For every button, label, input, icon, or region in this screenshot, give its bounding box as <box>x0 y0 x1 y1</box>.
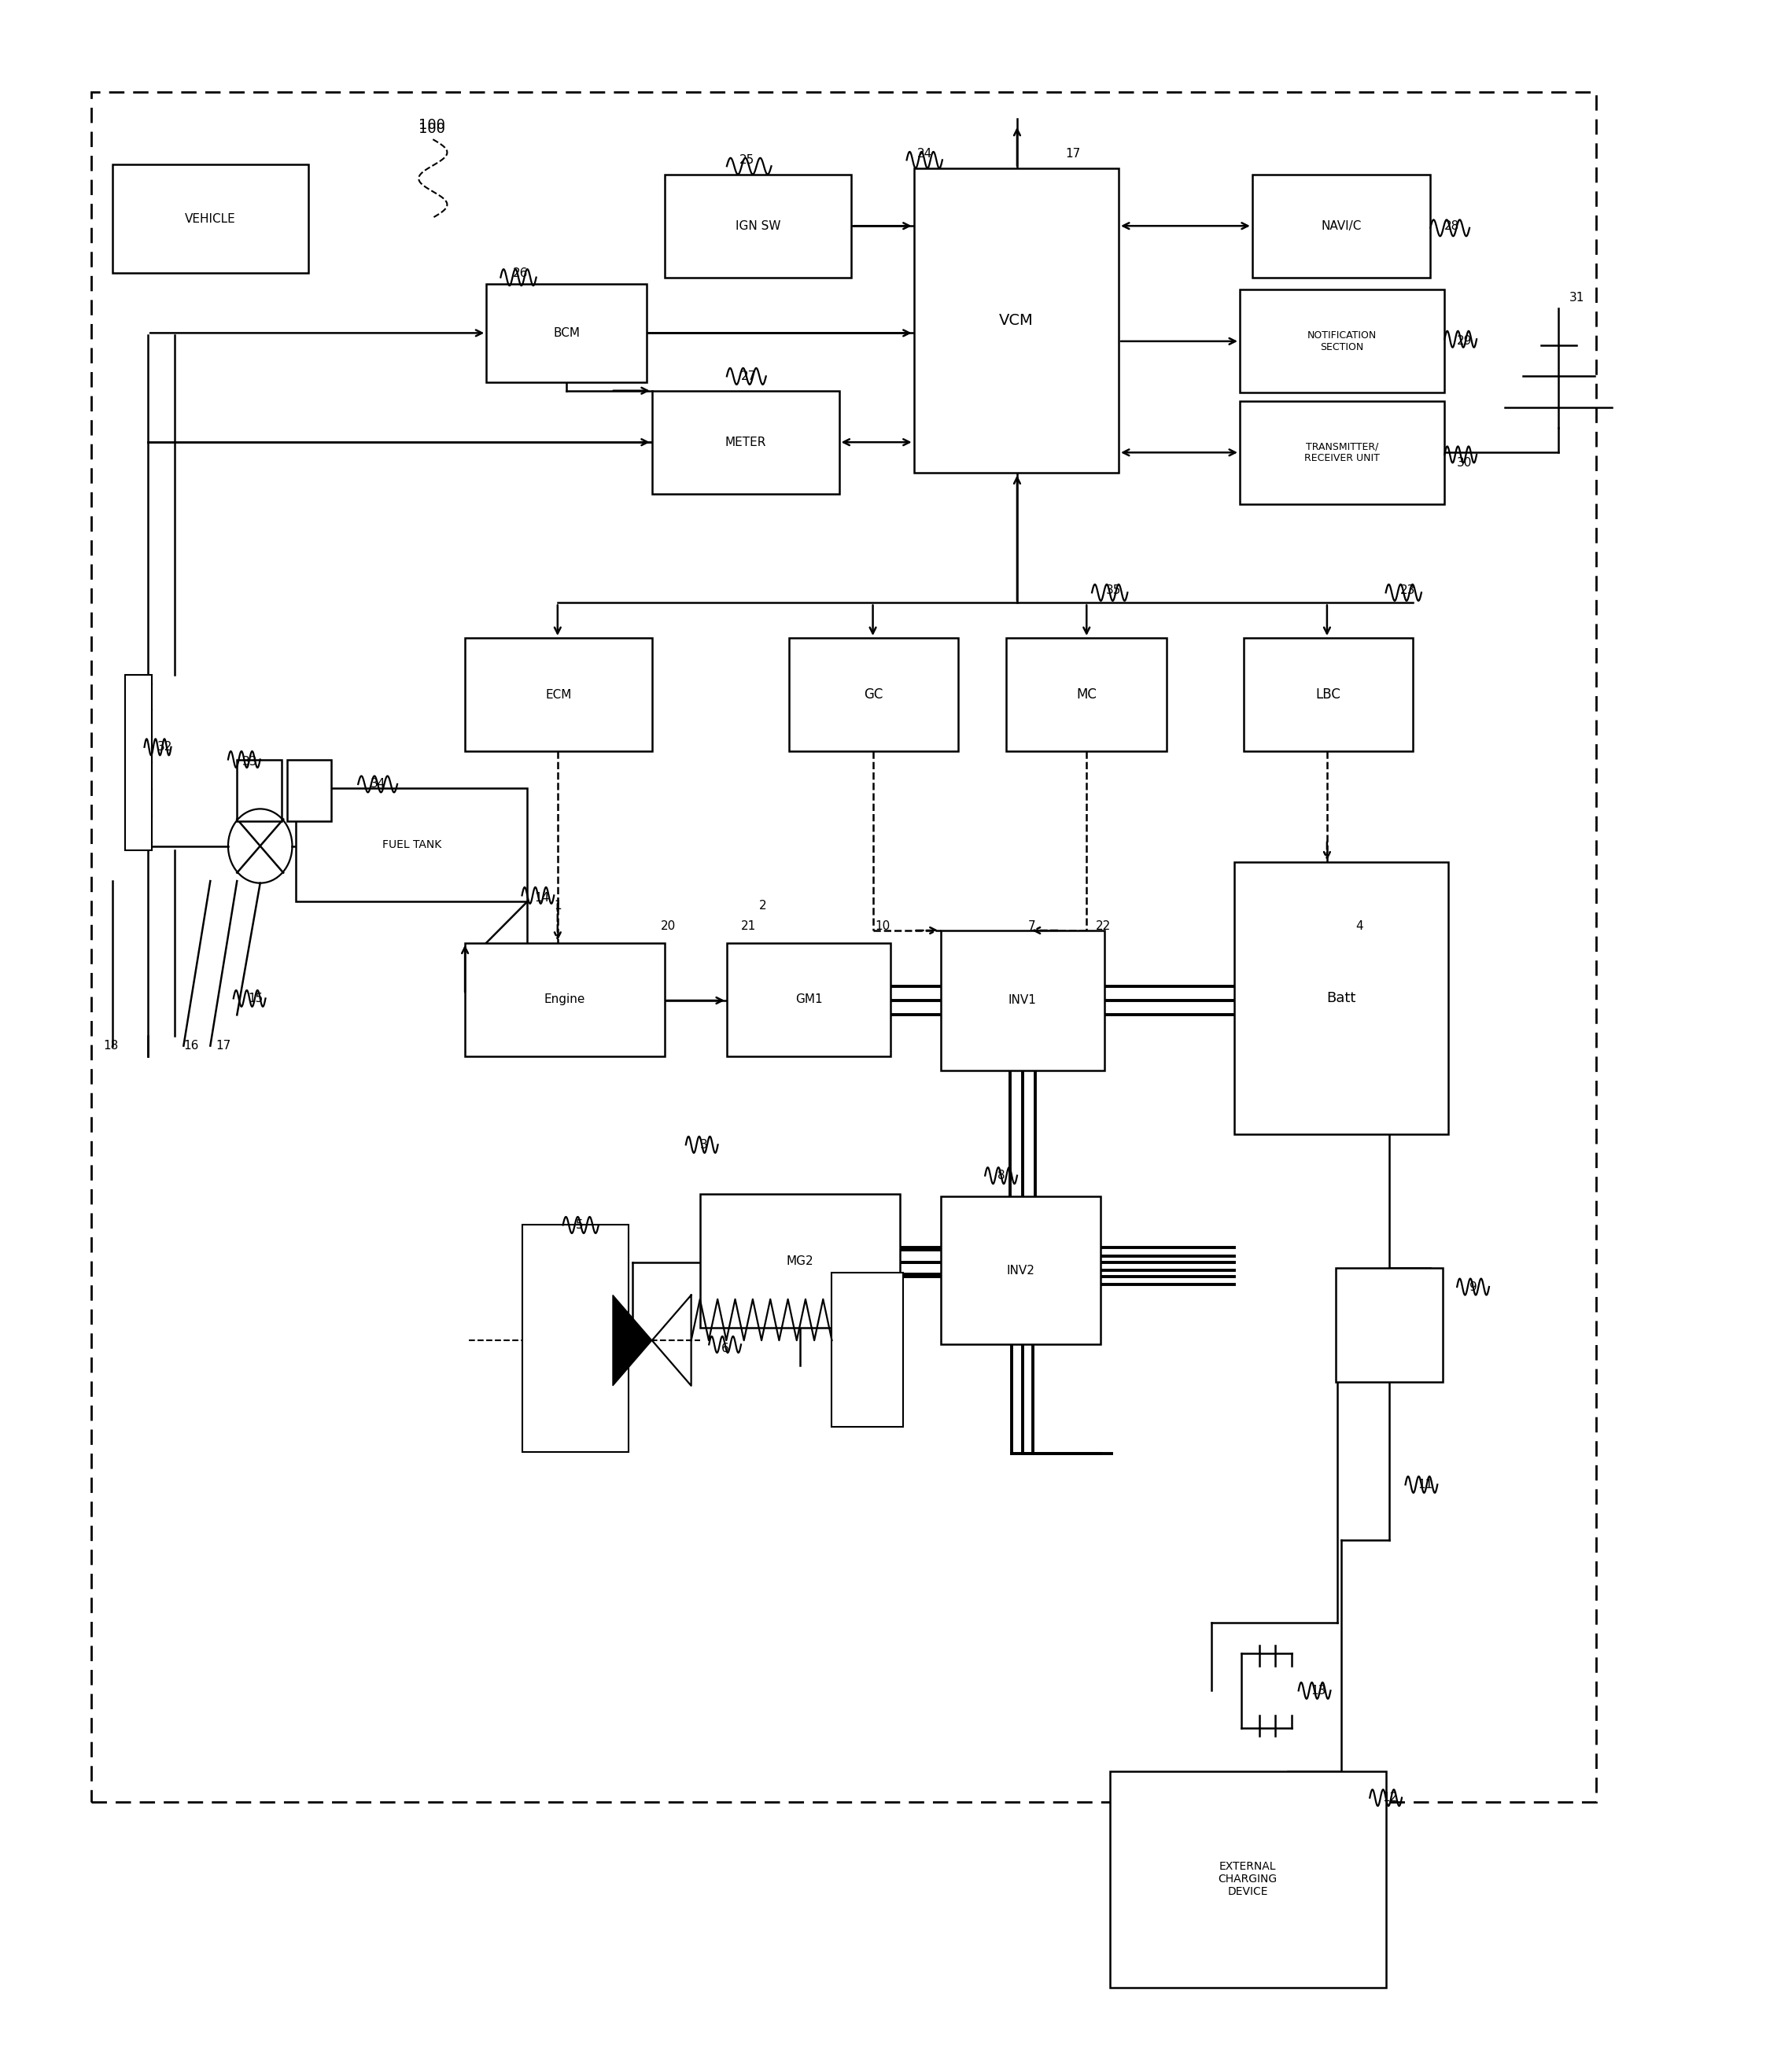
FancyBboxPatch shape <box>1109 1771 1385 1988</box>
FancyBboxPatch shape <box>1253 174 1430 278</box>
FancyBboxPatch shape <box>701 1195 900 1328</box>
Text: 24: 24 <box>918 147 932 159</box>
Text: 9: 9 <box>1469 1282 1477 1292</box>
Text: NAVI/C: NAVI/C <box>1321 220 1362 232</box>
Text: 1: 1 <box>554 899 561 911</box>
Text: EXTERNAL
CHARGING
DEVICE: EXTERNAL CHARGING DEVICE <box>1219 1862 1278 1897</box>
Text: INV1: INV1 <box>1009 994 1036 1007</box>
FancyBboxPatch shape <box>788 638 959 752</box>
Text: ECM: ECM <box>545 690 572 700</box>
Text: 25: 25 <box>740 153 754 166</box>
FancyBboxPatch shape <box>665 174 851 278</box>
FancyBboxPatch shape <box>464 638 652 752</box>
Text: 26: 26 <box>513 267 529 280</box>
Text: Engine: Engine <box>545 994 586 1004</box>
Text: MC: MC <box>1077 688 1097 702</box>
Text: 18: 18 <box>104 1040 118 1052</box>
Text: 11: 11 <box>1417 1479 1434 1491</box>
Text: 22: 22 <box>1095 920 1111 932</box>
Text: 10: 10 <box>874 920 891 932</box>
FancyBboxPatch shape <box>652 391 839 493</box>
Text: 2: 2 <box>758 899 767 911</box>
FancyBboxPatch shape <box>287 760 332 822</box>
Text: 34: 34 <box>371 779 385 789</box>
Text: METER: METER <box>726 437 767 447</box>
FancyBboxPatch shape <box>113 164 308 273</box>
FancyBboxPatch shape <box>728 942 891 1056</box>
Text: 20: 20 <box>661 920 676 932</box>
Text: 27: 27 <box>742 371 756 383</box>
Polygon shape <box>613 1294 652 1385</box>
Text: 32: 32 <box>158 741 172 754</box>
FancyBboxPatch shape <box>1244 638 1412 752</box>
Text: 21: 21 <box>742 920 756 932</box>
Text: 28: 28 <box>1444 220 1460 232</box>
FancyBboxPatch shape <box>1235 862 1448 1135</box>
Text: 14: 14 <box>534 893 550 903</box>
Text: 7: 7 <box>1029 920 1036 932</box>
Text: 6: 6 <box>722 1342 729 1354</box>
Text: VCM: VCM <box>998 313 1034 327</box>
Text: 16: 16 <box>183 1040 199 1052</box>
Text: GC: GC <box>864 688 883 702</box>
Text: 100: 100 <box>419 118 446 133</box>
FancyBboxPatch shape <box>521 1226 629 1452</box>
Text: 15: 15 <box>247 992 263 1004</box>
FancyBboxPatch shape <box>296 789 527 901</box>
Text: GM1: GM1 <box>796 994 823 1004</box>
FancyBboxPatch shape <box>941 1197 1100 1344</box>
Text: 4: 4 <box>1355 920 1364 932</box>
FancyBboxPatch shape <box>1007 638 1167 752</box>
FancyBboxPatch shape <box>1335 1267 1443 1381</box>
Text: 3: 3 <box>701 1139 708 1151</box>
FancyBboxPatch shape <box>941 930 1104 1071</box>
Text: 5: 5 <box>575 1220 582 1230</box>
Text: VEHICLE: VEHICLE <box>185 213 237 224</box>
Text: NOTIFICATION
SECTION: NOTIFICATION SECTION <box>1308 329 1376 352</box>
FancyBboxPatch shape <box>1240 402 1444 503</box>
Text: BCM: BCM <box>554 327 581 340</box>
Text: 8: 8 <box>998 1170 1005 1180</box>
Text: INV2: INV2 <box>1007 1265 1034 1276</box>
Text: 13: 13 <box>1312 1684 1326 1696</box>
FancyBboxPatch shape <box>831 1272 903 1427</box>
Text: 17: 17 <box>1064 147 1081 159</box>
Text: 30: 30 <box>1457 458 1473 468</box>
Text: TRANSMITTER/
RECEIVER UNIT: TRANSMITTER/ RECEIVER UNIT <box>1305 441 1380 464</box>
Text: MG2: MG2 <box>787 1255 814 1267</box>
FancyBboxPatch shape <box>1240 290 1444 393</box>
Text: FUEL TANK: FUEL TANK <box>382 839 441 851</box>
Text: 23: 23 <box>1400 584 1416 596</box>
Text: 29: 29 <box>1457 336 1473 348</box>
Text: IGN SW: IGN SW <box>735 220 781 232</box>
FancyBboxPatch shape <box>464 942 665 1056</box>
Text: LBC: LBC <box>1315 688 1340 702</box>
Text: 100: 100 <box>419 122 446 137</box>
Text: 12: 12 <box>1382 1791 1398 1804</box>
FancyBboxPatch shape <box>914 168 1118 472</box>
Text: 31: 31 <box>1570 292 1584 304</box>
Text: Batt: Batt <box>1326 992 1357 1007</box>
FancyBboxPatch shape <box>237 760 281 822</box>
FancyBboxPatch shape <box>486 284 647 383</box>
Text: 33: 33 <box>242 756 258 768</box>
Text: 35: 35 <box>1106 584 1122 596</box>
FancyBboxPatch shape <box>125 675 152 849</box>
Text: 17: 17 <box>215 1040 231 1052</box>
